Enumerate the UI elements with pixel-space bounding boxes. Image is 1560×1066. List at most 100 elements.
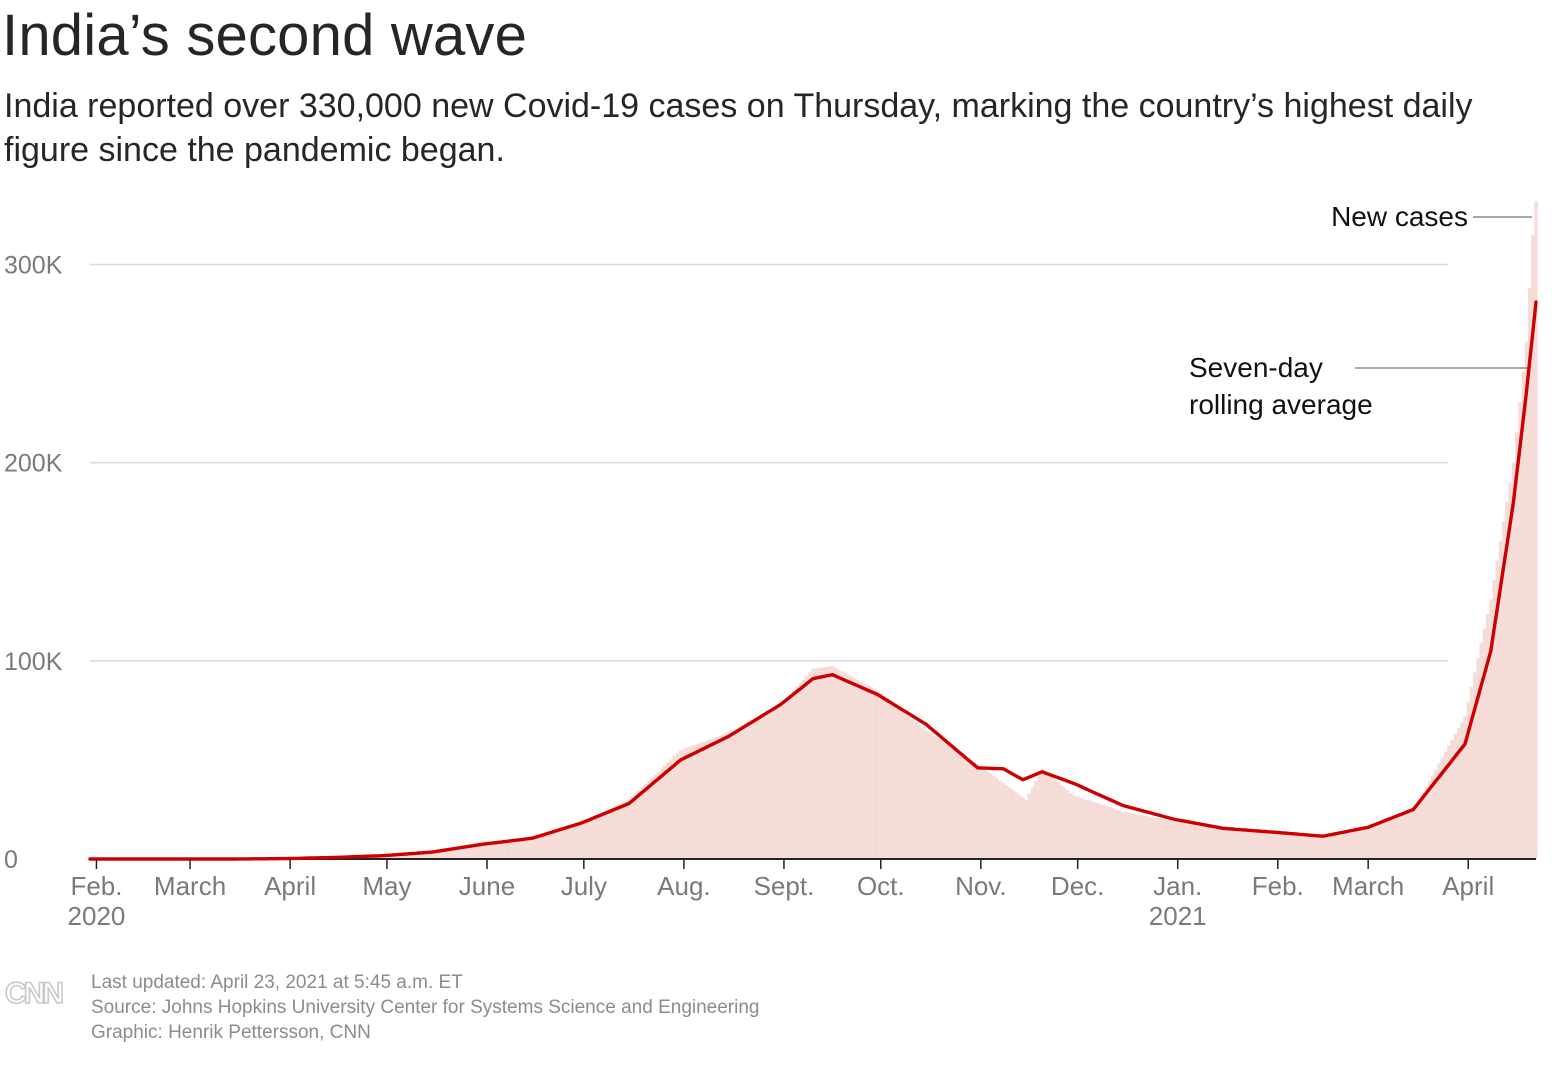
new-cases-bar bbox=[1392, 818, 1396, 859]
new-cases-bar bbox=[1192, 824, 1196, 859]
new-cases-bar bbox=[1008, 787, 1012, 859]
new-cases-bar bbox=[1185, 823, 1190, 859]
new-cases-bar bbox=[956, 751, 960, 859]
new-cases-bar bbox=[917, 724, 922, 859]
new-cases-bar bbox=[1347, 831, 1351, 859]
new-cases-bar bbox=[1011, 790, 1015, 859]
new-cases-bar bbox=[772, 707, 776, 859]
new-cases-bar bbox=[440, 849, 444, 859]
new-cases-bar bbox=[1489, 599, 1493, 859]
new-cases-bar bbox=[775, 706, 780, 859]
new-cases-bar bbox=[1373, 825, 1377, 859]
new-cases-bar bbox=[453, 847, 457, 859]
new-cases-bar bbox=[727, 732, 731, 859]
new-cases-bar bbox=[1250, 831, 1254, 859]
new-cases-bar bbox=[1524, 341, 1529, 859]
new-cases-bar bbox=[821, 667, 825, 859]
new-cases-bar bbox=[788, 693, 793, 859]
new-cases-bar bbox=[533, 836, 538, 859]
new-cases-bar bbox=[1263, 832, 1267, 859]
new-cases-bar bbox=[992, 775, 996, 859]
new-cases-bar bbox=[675, 753, 680, 859]
new-cases-bar bbox=[898, 709, 902, 859]
new-cases-bar bbox=[740, 725, 744, 859]
new-cases-bar bbox=[1218, 828, 1222, 859]
new-cases-bar bbox=[1256, 831, 1261, 859]
new-cases-bar bbox=[1453, 733, 1458, 859]
new-cases-bar bbox=[449, 848, 454, 859]
new-cases-bar bbox=[433, 850, 438, 859]
new-cases-bar bbox=[679, 750, 683, 859]
new-cases-bar bbox=[1253, 831, 1257, 859]
new-cases-bar bbox=[1047, 774, 1051, 859]
new-cases-bar bbox=[469, 845, 473, 859]
new-cases-bar bbox=[840, 671, 844, 859]
new-cases-bar bbox=[859, 681, 864, 859]
new-cases-bar bbox=[575, 823, 580, 859]
new-cases-bar bbox=[914, 722, 918, 859]
new-cases-bar bbox=[1424, 786, 1428, 859]
new-cases-bar bbox=[1140, 815, 1144, 859]
new-cases-bar bbox=[407, 853, 412, 859]
x-tick-label: March bbox=[1332, 871, 1404, 901]
new-cases-bar bbox=[708, 739, 712, 859]
svg-text:CNN: CNN bbox=[5, 977, 62, 1008]
new-cases-bar bbox=[1460, 722, 1464, 859]
new-cases-bar bbox=[595, 814, 599, 859]
new-cases-bar bbox=[1034, 781, 1038, 859]
new-cases-bar bbox=[524, 837, 528, 859]
new-cases-bar bbox=[1527, 288, 1532, 860]
x-tick-label: April bbox=[264, 871, 316, 901]
new-cases-bar bbox=[1272, 833, 1277, 859]
new-cases-bar bbox=[569, 825, 573, 859]
new-cases-bar bbox=[750, 720, 754, 859]
new-cases-bar bbox=[785, 697, 789, 859]
new-cases-bar bbox=[953, 749, 957, 859]
new-cases-bar bbox=[1405, 812, 1409, 859]
new-cases-bar bbox=[730, 730, 735, 859]
new-cases-bar bbox=[488, 842, 492, 859]
new-cases-bar bbox=[456, 847, 460, 859]
new-cases-bar bbox=[950, 747, 954, 859]
new-cases-bar bbox=[1334, 833, 1338, 859]
new-cases-bar bbox=[1302, 835, 1306, 859]
x-tick-label: Jan. bbox=[1153, 871, 1202, 901]
new-cases-bar bbox=[1211, 827, 1215, 859]
new-cases-bar bbox=[411, 853, 415, 859]
new-cases-bar bbox=[482, 843, 486, 859]
new-cases-bar bbox=[640, 787, 644, 859]
new-cases-bar bbox=[850, 676, 854, 859]
new-cases-bar bbox=[1056, 782, 1061, 859]
x-tick-label: Nov. bbox=[955, 871, 1007, 901]
new-cases-bar bbox=[762, 713, 767, 859]
new-cases-bar bbox=[395, 854, 399, 859]
new-cases-bar bbox=[1030, 787, 1035, 859]
x-tick-label: May bbox=[362, 871, 411, 901]
new-cases-bar bbox=[1295, 834, 1299, 859]
x-tick-year-label: 2021 bbox=[1149, 901, 1207, 931]
new-cases-bar bbox=[911, 719, 915, 859]
new-cases-bar bbox=[1521, 371, 1525, 859]
new-cases-bar bbox=[1221, 829, 1225, 859]
new-cases-bar bbox=[930, 734, 935, 859]
new-cases-bar bbox=[833, 667, 838, 859]
new-cases-bar bbox=[1324, 835, 1328, 859]
new-cases-bar bbox=[1172, 821, 1177, 859]
new-cases-bar bbox=[1285, 834, 1290, 859]
new-cases-bar bbox=[1327, 835, 1332, 859]
new-cases-bar bbox=[1421, 792, 1425, 859]
new-cases-bar bbox=[1473, 672, 1477, 859]
new-cases-bar bbox=[1395, 816, 1399, 859]
new-cases-bar bbox=[1353, 830, 1357, 859]
new-cases-bar bbox=[1337, 833, 1341, 859]
new-cases-bar bbox=[1085, 799, 1090, 859]
new-cases-bar bbox=[1024, 799, 1028, 859]
new-cases-bar bbox=[1243, 831, 1248, 859]
new-cases-bar bbox=[501, 840, 505, 859]
new-cases-bar bbox=[998, 780, 1002, 859]
rolling-average-label: rolling average bbox=[1189, 389, 1373, 420]
new-cases-bar bbox=[704, 740, 709, 859]
new-cases-bar bbox=[1479, 643, 1483, 859]
new-cases-bar bbox=[507, 839, 512, 859]
new-cases-bar bbox=[714, 736, 718, 859]
